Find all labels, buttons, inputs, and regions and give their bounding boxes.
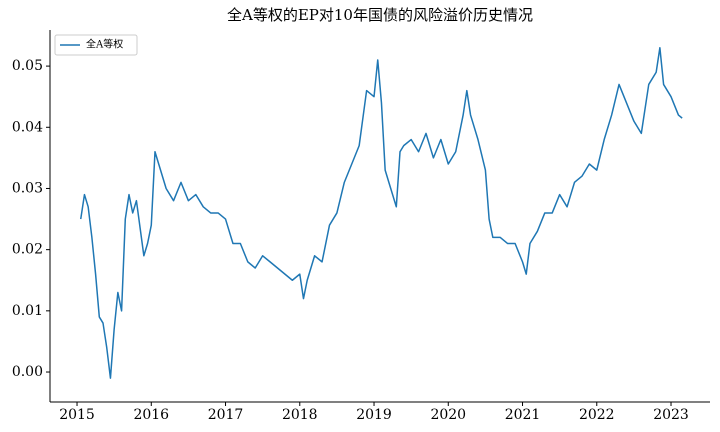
chart-title: 全A等权的EP对10年国债的风险溢价历史情况 [227,6,533,24]
x-tick-label: 2022 [579,407,615,423]
y-tick-label: 0.01 [12,303,43,319]
y-tick-label: 0.02 [12,242,43,258]
x-tick-label: 2016 [133,407,169,423]
y-tick-label: 0.03 [12,180,43,196]
x-tick-label: 2023 [653,407,689,423]
x-tick-label: 2019 [356,407,392,423]
line-series [79,46,683,379]
y-tick-label: 0.04 [12,119,43,135]
x-tick-label: 2020 [430,407,466,423]
y-tick-label: 0.00 [12,364,43,380]
x-tick-label: 2021 [505,407,541,423]
y-tick-label: 0.05 [12,58,43,74]
legend-box [54,34,138,56]
x-tick-label: 2017 [208,407,244,423]
x-tick-label: 2018 [282,407,318,423]
legend: 全A等权 [54,34,138,56]
x-tick-label: 2015 [59,407,95,423]
legend-label: 全A等权 [86,38,123,51]
